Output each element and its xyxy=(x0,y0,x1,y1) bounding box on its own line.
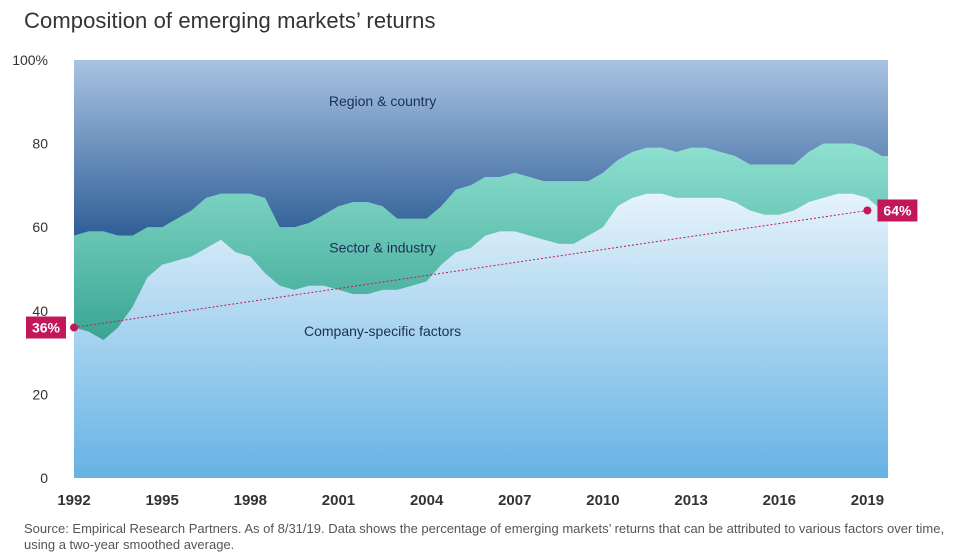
band-label-2: Company-specific factors xyxy=(304,323,461,339)
callout-dot-0 xyxy=(70,323,78,332)
sector-industry-area xyxy=(74,143,888,341)
x-tick-label-2019: 2019 xyxy=(851,492,884,509)
company-specific-area xyxy=(74,193,888,479)
callout-dot-1 xyxy=(863,206,872,215)
callouts: 36% 64% xyxy=(26,199,918,339)
x-tick-label-1998: 1998 xyxy=(234,492,267,509)
trendline-group xyxy=(73,209,868,329)
callout-label-0: 36% xyxy=(32,320,61,336)
x-tick-label-2010: 2010 xyxy=(586,492,619,509)
y-tick-label-0: 0 xyxy=(40,470,48,486)
x-tick-label-2007: 2007 xyxy=(498,492,531,509)
x-tick-label-1995: 1995 xyxy=(145,492,178,509)
trendline xyxy=(73,209,868,329)
y-axis: 0 20 40 60 80 100% xyxy=(12,52,48,486)
stacked-area-chart: 0 20 40 60 80 100% Region & country Sector & i… xyxy=(12,52,918,509)
callout-box-1 xyxy=(877,199,918,222)
callout-box-0 xyxy=(26,316,66,339)
y-tick-label-60: 60 xyxy=(32,219,48,235)
x-tick-label-2013: 2013 xyxy=(674,492,707,509)
band-label-0: Region & country xyxy=(329,93,436,109)
band-label-1: Sector & industry xyxy=(329,239,436,255)
x-axis: 1992 1995 1998 2001 2004 2007 2010 2013 2016 2019 xyxy=(57,492,884,509)
band-labels: Region & country Sector & industry Company… xyxy=(304,93,461,339)
area-series-group xyxy=(74,60,888,479)
y-tick-label-100: 100% xyxy=(12,52,48,68)
y-tick-label-20: 20 xyxy=(32,386,48,402)
callout-label-1: 64% xyxy=(883,202,912,218)
region-country-area xyxy=(74,60,888,236)
y-tick-label-80: 80 xyxy=(32,136,48,152)
x-tick-label-1992: 1992 xyxy=(57,492,90,509)
x-tick-label-2004: 2004 xyxy=(410,492,444,509)
x-tick-label-2016: 2016 xyxy=(763,492,796,509)
source-note: Source: Empirical Research Partners. As … xyxy=(24,521,945,552)
y-tick-label-40: 40 xyxy=(32,303,48,319)
x-tick-label-2001: 2001 xyxy=(322,492,355,509)
chart-title: Composition of emerging markets’ returns xyxy=(24,8,436,33)
